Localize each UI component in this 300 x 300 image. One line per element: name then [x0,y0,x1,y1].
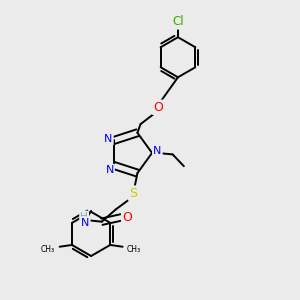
Text: O: O [122,211,132,224]
Text: N: N [153,146,161,156]
Text: N: N [81,218,89,228]
Text: S: S [129,187,137,200]
Text: N: N [104,134,112,144]
Text: CH₃: CH₃ [127,245,141,254]
Text: O: O [153,101,163,114]
Text: H: H [80,212,88,222]
Text: CH₃: CH₃ [41,245,55,254]
Text: Cl: Cl [172,15,184,28]
Text: N: N [105,165,114,175]
